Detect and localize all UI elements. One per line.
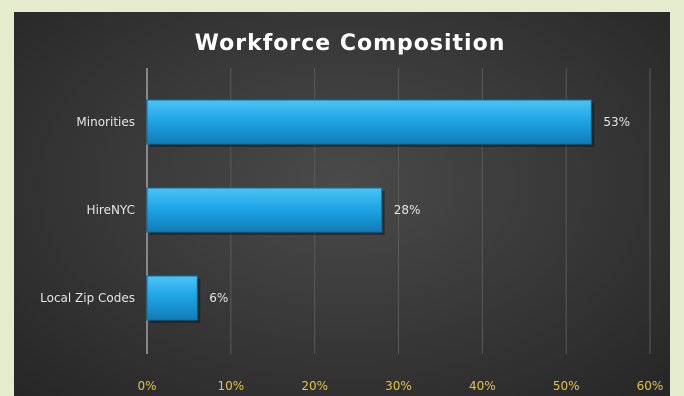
category-labels: Minorities HireNYC Local Zip Codes: [40, 115, 135, 305]
x-tick-label: 50%: [553, 379, 580, 393]
category-label: Minorities: [76, 115, 135, 129]
x-tick-label: 10%: [217, 379, 244, 393]
category-label: HireNYC: [87, 203, 135, 217]
x-tick-label: 30%: [385, 379, 412, 393]
bar-chart: Workforce Composition Minorities HireNYC L…: [40, 31, 663, 393]
bar-minorities: [146, 99, 592, 145]
data-label: 6%: [209, 291, 228, 305]
x-tick-label: 60%: [637, 379, 664, 393]
chart-frame: Workforce Composition Minorities HireNYC L…: [14, 12, 670, 396]
bar-hirenyc: [146, 187, 383, 233]
data-label: 28%: [394, 203, 421, 217]
bars: [146, 99, 595, 323]
data-label: 53%: [603, 115, 630, 129]
x-tick-label: 0%: [137, 379, 156, 393]
x-tick-label: 40%: [469, 379, 496, 393]
x-tick-label: 20%: [301, 379, 328, 393]
chart-title: Workforce Composition: [195, 31, 506, 56]
bar-local-zip-codes: [146, 275, 198, 321]
data-labels: 53% 28% 6%: [209, 115, 630, 305]
x-tick-labels: 0% 10% 20% 30% 40% 50% 60%: [137, 379, 663, 393]
category-label: Local Zip Codes: [40, 291, 135, 305]
